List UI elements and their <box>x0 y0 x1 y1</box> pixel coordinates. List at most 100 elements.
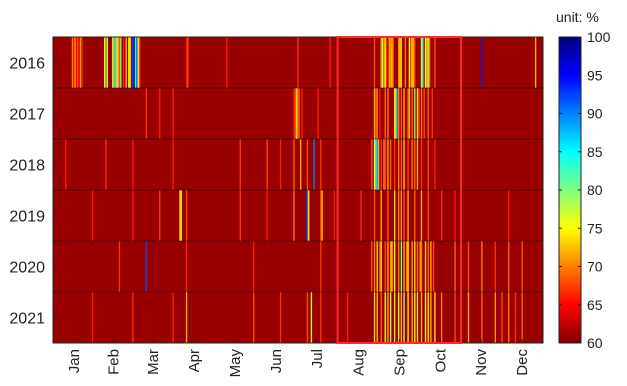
heatmap-cell <box>400 37 403 88</box>
heatmap-cell <box>333 190 335 241</box>
heatmap-cell <box>375 88 377 139</box>
heatmap-cell <box>407 139 409 190</box>
heatmap-cell <box>298 88 301 139</box>
heatmap-cell <box>391 241 393 292</box>
heatmap-cell <box>427 241 429 292</box>
heatmap-cell <box>414 37 416 88</box>
heatmap-cell <box>392 37 394 88</box>
heatmap-cell <box>398 139 400 190</box>
heatmap-cell <box>400 88 403 139</box>
heatmap-cell <box>420 190 423 241</box>
heatmap-cell <box>306 190 309 241</box>
heatmap-cell <box>371 241 373 292</box>
heatmap-cell <box>381 37 384 88</box>
heatmap-cell <box>407 88 409 139</box>
heatmap-cell <box>434 139 436 190</box>
heatmap-cell <box>293 88 295 139</box>
colorbar-tick-label: 65 <box>587 297 603 313</box>
heatmap-cell <box>383 37 385 88</box>
plot-frame <box>52 36 544 344</box>
heatmap-cell <box>521 292 523 343</box>
heatmap-cell <box>159 190 161 241</box>
heatmap-cell <box>420 139 423 190</box>
heatmap-cell <box>420 37 423 88</box>
heatmap-cell <box>91 190 94 241</box>
heatmap-cell <box>132 190 134 241</box>
heatmap-cell <box>398 190 400 241</box>
heatmap-cell <box>308 190 310 241</box>
heatmap-cell <box>389 241 392 292</box>
heatmap-cell <box>75 37 78 88</box>
heatmap-cell <box>508 241 510 292</box>
heatmap-cell <box>398 241 400 292</box>
heatmap-cell <box>427 190 429 241</box>
heatmap-cell <box>373 241 376 292</box>
heatmap-cell <box>410 37 412 88</box>
heatmap-cell <box>294 88 296 139</box>
heatmap-cell <box>137 37 139 88</box>
heatmap-cell <box>408 37 411 88</box>
heatmap-cell <box>501 292 503 343</box>
heatmap-cell <box>279 292 282 343</box>
heatmap-cell <box>427 37 429 88</box>
heatmap-cell <box>434 292 436 343</box>
colorbar-tick-label: 90 <box>587 106 603 122</box>
year-label: 2020 <box>9 260 45 277</box>
heatmap-cell <box>380 292 382 343</box>
heatmap-cell <box>387 190 389 241</box>
heatmap-cell <box>132 37 134 88</box>
heatmap-cell <box>404 37 407 88</box>
heatmap-cell <box>118 241 121 292</box>
heatmap-cell <box>434 37 436 88</box>
heatmap-cell <box>172 292 174 343</box>
heatmap-row-2019 <box>53 190 543 241</box>
heatmap-cell <box>430 241 432 292</box>
heatmap-cell <box>407 292 409 343</box>
heatmap-cell <box>295 88 298 139</box>
heatmap-plot <box>52 36 544 344</box>
heatmap-cell <box>424 241 427 292</box>
heatmap-cell <box>534 37 537 88</box>
heatmap-cell <box>416 139 419 190</box>
month-label: Aug <box>350 349 367 376</box>
heatmap-cell <box>387 88 389 139</box>
heatmap-cell <box>426 37 428 88</box>
heatmap-cell <box>423 88 425 139</box>
heatmap-cell <box>398 88 400 139</box>
year-label: 2016 <box>9 56 45 73</box>
heatmap-cell <box>389 37 392 88</box>
heatmap-cell <box>414 241 416 292</box>
heatmap-cell <box>133 37 135 88</box>
month-label: Dec <box>514 349 531 376</box>
heatmap-cell <box>508 292 510 343</box>
heatmap-cell <box>306 292 309 343</box>
heatmap-cell <box>414 139 416 190</box>
heatmap-cell <box>185 190 188 241</box>
colorbar <box>558 36 582 344</box>
heatmap-row-2020 <box>53 241 543 292</box>
heatmap-cell <box>403 139 405 190</box>
heatmap-cell <box>427 88 429 139</box>
year-label: 2018 <box>9 158 45 175</box>
heatmap-cell <box>454 190 456 241</box>
heatmap-cell <box>185 292 188 343</box>
colorbar-tick-label: 95 <box>587 67 603 83</box>
heatmap-cell <box>403 241 405 292</box>
heatmap-cell <box>116 37 118 88</box>
heatmap-cell <box>106 37 109 88</box>
heatmap-cell <box>377 139 380 190</box>
heatmap-cell <box>400 139 403 190</box>
heatmap-cell <box>422 37 424 88</box>
heatmap-cell <box>384 139 386 190</box>
heatmap-cell <box>383 139 385 190</box>
heatmap-cell <box>78 37 80 88</box>
heatmap-cell <box>428 37 431 88</box>
heatmap-cell <box>104 37 106 88</box>
heatmap-cell <box>117 37 119 88</box>
heatmap-row-2021 <box>53 292 543 343</box>
heatmap-cell <box>420 241 423 292</box>
heatmap-cell <box>411 37 413 88</box>
heatmap-cell <box>185 241 188 292</box>
heatmap-cell <box>400 292 403 343</box>
year-label: 2019 <box>9 209 45 226</box>
